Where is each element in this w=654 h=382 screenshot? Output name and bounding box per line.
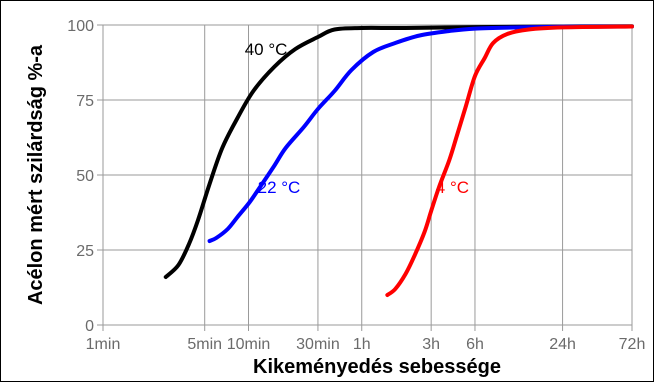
x-tick-label-7: 24h bbox=[549, 336, 576, 353]
x-tick-label-6: 6h bbox=[466, 336, 484, 353]
x-tick-label-2: 10min bbox=[227, 336, 271, 353]
y-tick-label-50: 50 bbox=[76, 168, 94, 185]
x-tick-label-3: 30min bbox=[296, 336, 340, 353]
x-tick-label-4: 1h bbox=[353, 336, 371, 353]
series-line-2 bbox=[385, 24, 634, 297]
x-tick-label-5: 3h bbox=[422, 336, 440, 353]
series-line-1 bbox=[207, 24, 634, 243]
series-label-2: 4 °C bbox=[436, 178, 469, 197]
y-tick-label-100: 100 bbox=[67, 18, 94, 35]
series-label-1: 22 °C bbox=[258, 178, 301, 197]
axes: 0 25 50 75 100 1min 5min 10min 30min 1h 3h 6h 24h 72h bbox=[67, 18, 645, 353]
series-labels: 40 °C 22 °C 4 °C bbox=[245, 40, 469, 197]
x-tick-label-0: 1min bbox=[86, 336, 121, 353]
y-tick-label-75: 75 bbox=[76, 93, 94, 110]
series-label-0: 40 °C bbox=[245, 40, 288, 59]
y-tick-label-25: 25 bbox=[76, 243, 94, 260]
y-axis-title: Acélon mért szilárdság %-a bbox=[25, 44, 47, 305]
x-tick-label-1: 5min bbox=[187, 336, 222, 353]
y-tick-label-0: 0 bbox=[85, 318, 94, 335]
series-lines bbox=[163, 24, 634, 297]
series-line-0 bbox=[163, 24, 634, 279]
x-tick-label-8: 72h bbox=[619, 336, 646, 353]
x-axis-title: Kikeményedés sebessége bbox=[253, 356, 501, 378]
